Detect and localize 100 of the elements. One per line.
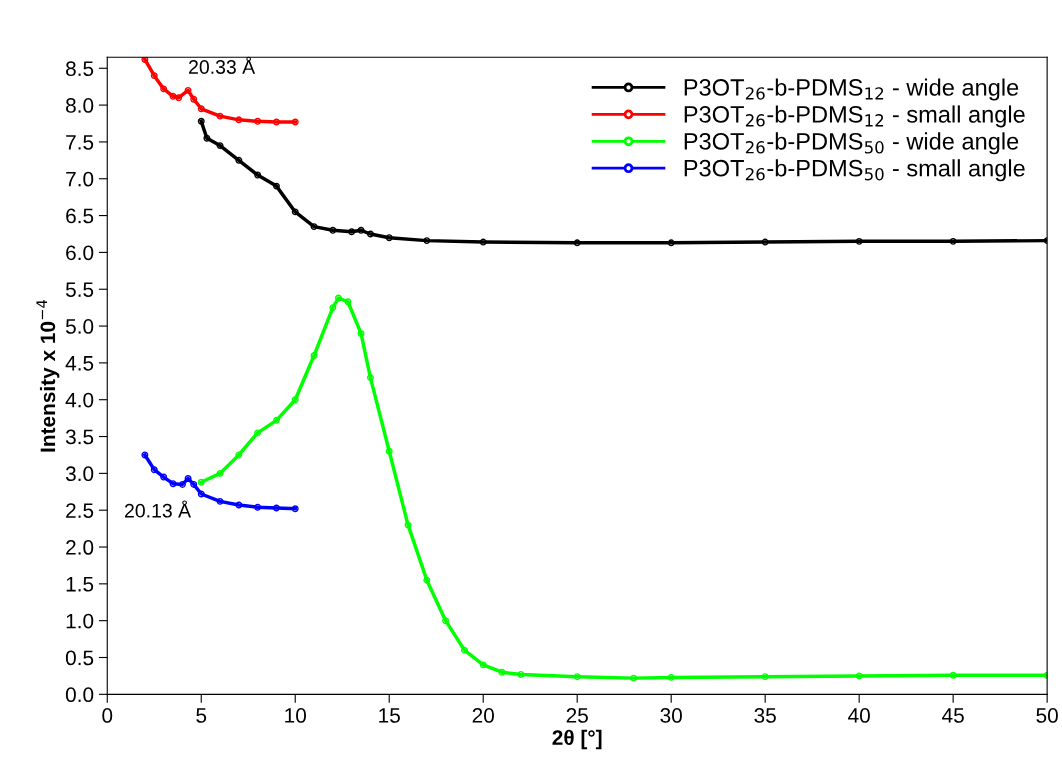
y-tick-label: 4.0 — [65, 392, 94, 408]
x-tick-label: 45 — [942, 708, 964, 723]
annotation: 20.33 Å — [189, 56, 256, 74]
point — [344, 298, 352, 306]
point — [216, 497, 224, 505]
y-tick-label: 0.0 — [65, 687, 94, 703]
x-tick-label: 35 — [754, 708, 776, 723]
x-tick-label: 0 — [102, 708, 113, 723]
point — [216, 142, 224, 150]
point — [184, 475, 192, 482]
point — [197, 478, 205, 486]
point — [150, 72, 158, 80]
point — [949, 671, 957, 679]
point — [160, 85, 168, 93]
point — [178, 480, 186, 488]
point — [272, 504, 280, 512]
point — [334, 294, 342, 302]
point — [272, 118, 280, 126]
point — [235, 501, 243, 509]
y-axis-title: Intensity x 10$^{−4}$ — [36, 300, 60, 452]
y-tick-label: 0.5 — [65, 650, 94, 666]
point — [855, 237, 863, 245]
point — [254, 117, 262, 125]
point — [357, 329, 365, 337]
point — [291, 208, 299, 216]
point — [291, 118, 299, 126]
point — [460, 646, 468, 654]
point — [216, 469, 224, 477]
point — [190, 95, 198, 103]
point — [254, 503, 262, 511]
point — [517, 670, 525, 678]
y-tick-label: 5.0 — [65, 319, 94, 334]
point — [291, 396, 299, 404]
point — [272, 182, 280, 190]
point — [197, 117, 205, 125]
point — [197, 490, 205, 498]
point — [423, 576, 431, 584]
point — [667, 239, 675, 247]
x-tick-label: 20 — [472, 708, 494, 723]
point — [348, 228, 356, 236]
point — [329, 226, 337, 234]
point — [169, 480, 177, 488]
annotation: 20.13 Å — [125, 500, 192, 518]
y-tick-label: 5.5 — [65, 282, 94, 297]
y-tick-label: 7.0 — [66, 171, 94, 187]
point — [310, 223, 318, 231]
point — [175, 94, 183, 102]
point — [235, 116, 243, 124]
y-tick-label: 6.0 — [66, 245, 94, 261]
legend-label: P3OT$_{26}$-b-PDMS$_{50}$ - wide angle — [684, 132, 1019, 155]
y-tick-label: 8.5 — [66, 61, 94, 77]
point — [630, 674, 638, 682]
point — [366, 374, 374, 382]
point — [385, 447, 393, 455]
point — [949, 237, 957, 245]
x-axis-title: 2θ [°] — [552, 729, 602, 750]
point — [254, 171, 262, 179]
y-tick-label: 8.0 — [66, 98, 94, 113]
point — [855, 672, 863, 680]
x-tick-label: 5 — [196, 708, 207, 723]
point — [197, 105, 205, 113]
x-tick-label: 50 — [1036, 708, 1058, 723]
point — [479, 661, 487, 669]
point — [423, 237, 431, 245]
y-tick-label: 2.5 — [66, 503, 94, 518]
point — [761, 238, 769, 246]
point — [272, 416, 280, 424]
point — [385, 234, 393, 242]
y-tick-label: 1.0 — [66, 613, 94, 629]
y-tick-label: 6.5 — [66, 208, 94, 224]
point — [667, 673, 675, 681]
point — [479, 238, 487, 246]
point — [160, 473, 168, 481]
x-tick-label: 30 — [660, 708, 682, 723]
point — [310, 352, 318, 359]
point — [254, 429, 262, 437]
y-tick-label: 2.0 — [66, 540, 94, 555]
y-tick-label: 3.5 — [65, 429, 94, 445]
legend-label: P3OT$_{26}$-b-PDMS$_{12}$ - wide angle — [684, 78, 1019, 101]
point — [235, 156, 243, 164]
point — [203, 134, 211, 142]
x-tick-label: 15 — [379, 708, 400, 723]
point — [573, 673, 581, 681]
x-tick-label: 10 — [285, 708, 307, 723]
y-tick-label: 7.5 — [66, 135, 94, 150]
point — [357, 226, 365, 234]
point — [366, 230, 374, 238]
y-tick-label: 1.5 — [66, 577, 94, 592]
point — [150, 466, 158, 474]
x-tick-label: 40 — [848, 708, 870, 723]
point — [291, 505, 299, 513]
y-tick-label: 3.0 — [65, 466, 94, 482]
point — [190, 480, 198, 488]
line-series — [197, 294, 1048, 682]
point — [442, 617, 450, 625]
y-tick-label: 4.5 — [65, 356, 94, 371]
point — [761, 673, 769, 681]
point — [329, 304, 337, 312]
point — [573, 239, 581, 247]
line-series — [141, 57, 299, 126]
